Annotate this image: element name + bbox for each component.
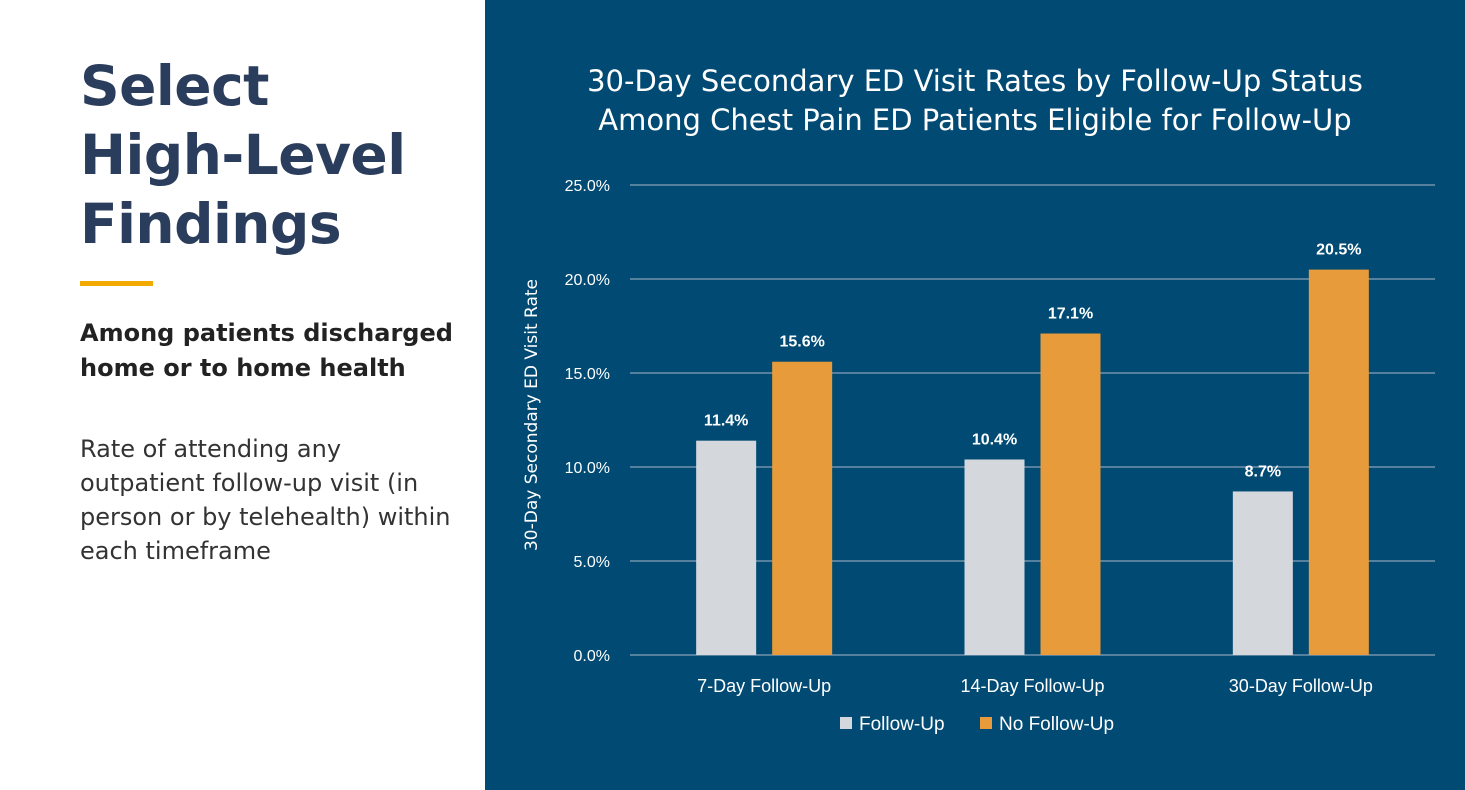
bar-follow-up bbox=[1232, 491, 1293, 655]
data-label: 17.1% bbox=[1048, 306, 1093, 323]
y-tick-label: 10.0% bbox=[565, 460, 610, 477]
x-tick-label: 30-Day Follow-Up bbox=[1229, 676, 1373, 696]
legend-label: Follow-Up bbox=[859, 714, 945, 735]
legend-swatch bbox=[840, 717, 852, 729]
y-tick-label: 15.0% bbox=[565, 366, 610, 383]
data-label: 20.5% bbox=[1316, 242, 1361, 259]
finding-text: Rate of attending any outpatient follow-… bbox=[80, 435, 451, 565]
legend: Follow-Up No Follow-Up bbox=[840, 714, 1114, 735]
x-tick-label: 14-Day Follow-Up bbox=[960, 676, 1104, 696]
accent-rule bbox=[80, 281, 153, 286]
finding-heading: Among patients discharged home or to hom… bbox=[80, 319, 453, 382]
data-label: 11.4% bbox=[704, 413, 748, 430]
y-tick-label: 0.0% bbox=[574, 648, 610, 665]
legend-swatch bbox=[980, 717, 992, 729]
bar-no-follow-up bbox=[1040, 333, 1101, 655]
chart-title-line: 30-Day Secondary ED Visit Rates by Follo… bbox=[587, 64, 1363, 98]
data-label: 8.7% bbox=[1245, 463, 1281, 480]
slide-title-line: Findings bbox=[80, 192, 342, 256]
data-label: 10.4% bbox=[972, 431, 1017, 448]
chart-panel: 30-Day Secondary ED Visit Rates by Follo… bbox=[485, 0, 1465, 790]
bar-layer bbox=[696, 269, 1369, 655]
chart-title-line: Among Chest Pain ED Patients Eligible fo… bbox=[598, 103, 1352, 137]
bar-follow-up bbox=[696, 440, 757, 655]
slide-title-line: Select bbox=[80, 54, 269, 118]
slide-title: Select High-Level Findings bbox=[80, 52, 470, 259]
y-tick-label: 20.0% bbox=[565, 272, 610, 289]
bar-follow-up bbox=[964, 459, 1025, 655]
slide-title-line: High-Level bbox=[80, 123, 406, 187]
data-label: 15.6% bbox=[779, 334, 824, 351]
left-panel: Select High-Level Findings Among patient… bbox=[0, 0, 485, 790]
bar-no-follow-up bbox=[1308, 269, 1369, 655]
x-tick-label: 7-Day Follow-Up bbox=[697, 676, 831, 696]
chart-title: 30-Day Secondary ED Visit Rates by Follo… bbox=[525, 62, 1425, 140]
y-axis-label: 30-Day Secondary ED Visit Rate bbox=[522, 279, 542, 551]
bar-chart: 0.0% 5.0% 10.0% 15.0% 20.0% 25.0% 11.4% 15.6% 7-… bbox=[522, 178, 1435, 735]
y-tick-label: 5.0% bbox=[574, 554, 610, 571]
label-layer: 0.0% 5.0% 10.0% 15.0% 20.0% 25.0% 11.4% 15.6% 7-… bbox=[565, 178, 1373, 696]
y-tick-label: 25.0% bbox=[565, 178, 610, 195]
grid-layer bbox=[630, 184, 1435, 656]
legend-label: No Follow-Up bbox=[999, 714, 1114, 735]
bar-no-follow-up bbox=[772, 361, 833, 655]
